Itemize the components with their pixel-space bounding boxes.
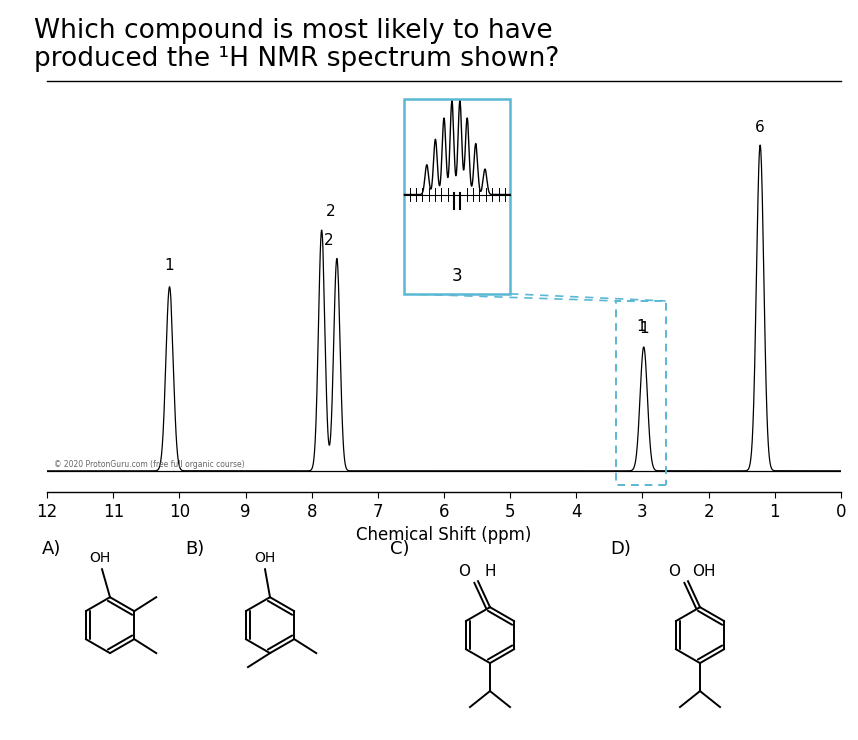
Text: 1: 1: [639, 321, 649, 336]
Bar: [404, 99, 511, 294]
Text: 2: 2: [325, 204, 335, 220]
Text: produced the ¹H NMR spectrum shown?: produced the ¹H NMR spectrum shown?: [34, 46, 559, 72]
Text: 1: 1: [636, 319, 645, 334]
Text: D): D): [610, 540, 631, 558]
Text: O: O: [668, 564, 680, 579]
Text: A): A): [42, 540, 62, 558]
Text: O: O: [458, 564, 470, 579]
Text: © 2020 ProtonGuru.com (free full organic course): © 2020 ProtonGuru.com (free full organic…: [54, 460, 245, 469]
Text: OH: OH: [692, 564, 716, 579]
Bar: [616, 301, 666, 485]
Text: 6: 6: [755, 119, 765, 135]
Text: B): B): [185, 540, 204, 558]
Text: H: H: [484, 564, 496, 579]
Text: Which compound is most likely to have: Which compound is most likely to have: [34, 18, 553, 44]
Text: 3: 3: [452, 267, 462, 285]
Text: OH: OH: [254, 551, 275, 565]
X-axis label: Chemical Shift (ppm): Chemical Shift (ppm): [356, 526, 532, 544]
Text: 1: 1: [165, 258, 174, 272]
Text: OH: OH: [89, 551, 111, 565]
Text: C): C): [390, 540, 409, 558]
Text: 2: 2: [324, 233, 334, 248]
